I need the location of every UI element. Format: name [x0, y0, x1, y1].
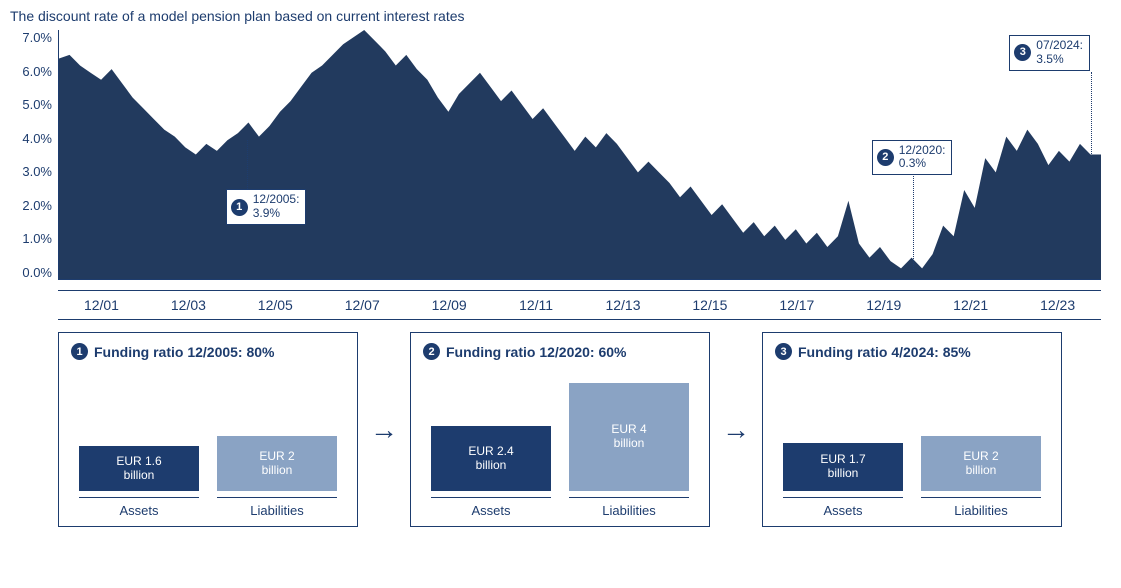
funding-panel: 2 Funding ratio 12/2020: 60% EUR 2.4billio… [410, 332, 710, 527]
funding-panel: 1 Funding ratio 12/2005: 80% EUR 1.6billio… [58, 332, 358, 527]
callout-text: 12/2005:3.9% [253, 193, 300, 221]
x-axis: 12/0112/0312/0512/0712/0912/1112/1312/15… [58, 290, 1101, 320]
assets-bar: EUR 1.7billion [783, 443, 903, 491]
x-tick-label: 12/19 [840, 297, 927, 313]
panel-title: 3 Funding ratio 4/2024: 85% [775, 343, 1049, 360]
arrow-icon: → [366, 414, 402, 446]
funding-panel: 3 Funding ratio 4/2024: 85% EUR 1.7billion… [762, 332, 1062, 527]
liabilities-bar: EUR 4billion [569, 383, 689, 491]
assets-column: EUR 1.7billion Assets [783, 443, 903, 518]
assets-bar: EUR 1.6billion [79, 446, 199, 491]
callout-leader [1091, 72, 1092, 154]
bars-zone: EUR 2.4billion Assets EUR 4billion Liabilit… [423, 366, 697, 518]
chart-area: 7.0% 6.0% 5.0% 4.0% 3.0% 2.0% 1.0% 0.0% 1 12/200… [10, 30, 1101, 280]
x-tick-label: 12/01 [58, 297, 145, 313]
liabilities-caption: Liabilities [569, 497, 689, 518]
panel-title-text: Funding ratio 4/2024: 85% [798, 344, 971, 360]
panel-title-text: Funding ratio 12/2005: 80% [94, 344, 275, 360]
y-tick-label: 1.0% [22, 231, 52, 246]
y-tick-label: 2.0% [22, 198, 52, 213]
liabilities-column: EUR 2billion Liabilities [921, 436, 1041, 518]
panel-title-text: Funding ratio 12/2020: 60% [446, 344, 627, 360]
arrow-icon: → [718, 414, 754, 446]
x-tick-label: 12/05 [232, 297, 319, 313]
panel-number-badge: 3 [775, 343, 792, 360]
x-tick-label: 12/03 [145, 297, 232, 313]
liabilities-bar: EUR 2billion [921, 436, 1041, 491]
panel-number-badge: 1 [71, 343, 88, 360]
liabilities-column: EUR 2billion Liabilities [217, 436, 337, 518]
callout-box: 1 12/2005:3.9% [226, 189, 307, 225]
y-axis: 7.0% 6.0% 5.0% 4.0% 3.0% 2.0% 1.0% 0.0% [10, 30, 58, 280]
y-tick-label: 5.0% [22, 97, 52, 112]
bars-zone: EUR 1.6billion Assets EUR 2billion Liabilit… [71, 366, 345, 518]
assets-column: EUR 2.4billion Assets [431, 426, 551, 518]
y-tick-label: 7.0% [22, 30, 52, 45]
callout-number-badge: 2 [877, 149, 894, 166]
x-tick-label: 12/07 [319, 297, 406, 313]
panel-number-badge: 2 [423, 343, 440, 360]
assets-bar: EUR 2.4billion [431, 426, 551, 491]
callout-leader [913, 174, 914, 269]
x-tick-label: 12/17 [753, 297, 840, 313]
liabilities-column: EUR 4billion Liabilities [569, 383, 689, 518]
assets-caption: Assets [79, 497, 199, 518]
x-tick-label: 12/09 [406, 297, 493, 313]
callout-text: 07/2024:3.5% [1036, 39, 1083, 67]
panels-row: 1 Funding ratio 12/2005: 80% EUR 1.6billio… [58, 332, 1101, 527]
chart-title: The discount rate of a model pension pla… [10, 8, 1101, 24]
y-tick-label: 3.0% [22, 164, 52, 179]
assets-caption: Assets [783, 497, 903, 518]
callout-box: 3 07/2024:3.5% [1009, 35, 1090, 71]
callout-leader [247, 140, 248, 190]
liabilities-caption: Liabilities [921, 497, 1041, 518]
callout-box: 2 12/2020:0.3% [872, 140, 953, 176]
assets-column: EUR 1.6billion Assets [79, 446, 199, 518]
panel-title: 1 Funding ratio 12/2005: 80% [71, 343, 345, 360]
x-tick-label: 12/21 [927, 297, 1014, 313]
y-tick-label: 4.0% [22, 131, 52, 146]
plot-region: 1 12/2005:3.9% 2 12/2020:0.3% 3 07/2024:3.5% [58, 30, 1101, 280]
callout-text: 12/2020:0.3% [899, 144, 946, 172]
assets-caption: Assets [431, 497, 551, 518]
x-tick-label: 12/11 [493, 297, 580, 313]
liabilities-caption: Liabilities [217, 497, 337, 518]
liabilities-bar: EUR 2billion [217, 436, 337, 491]
panel-title: 2 Funding ratio 12/2020: 60% [423, 343, 697, 360]
y-tick-label: 6.0% [22, 64, 52, 79]
callout-number-badge: 3 [1014, 44, 1031, 61]
x-tick-label: 12/23 [1014, 297, 1101, 313]
y-tick-label: 0.0% [22, 265, 52, 280]
x-tick-label: 12/15 [666, 297, 753, 313]
bars-zone: EUR 1.7billion Assets EUR 2billion Liabilit… [775, 366, 1049, 518]
callout-number-badge: 1 [231, 199, 248, 216]
x-tick-label: 12/13 [580, 297, 667, 313]
